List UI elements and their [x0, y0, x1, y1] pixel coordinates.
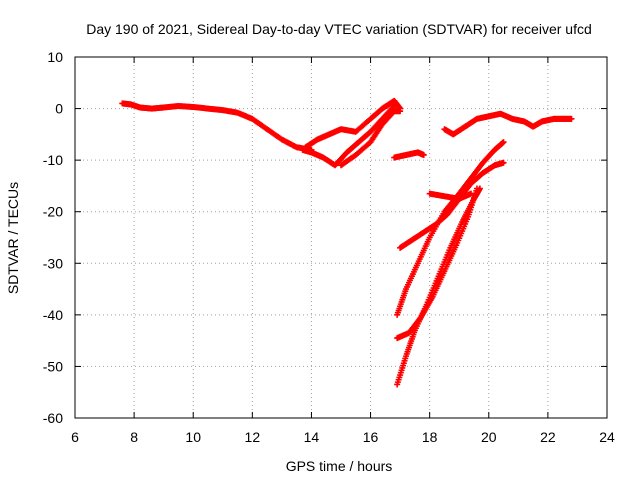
y-tick-label: -10: [43, 152, 63, 168]
y-tick-label: -60: [43, 410, 63, 426]
data-point: [390, 104, 397, 111]
data-point: [397, 108, 404, 115]
x-tick-label: 24: [599, 429, 615, 445]
data-point: [568, 115, 575, 122]
data-series: [119, 97, 575, 388]
x-tick-label: 8: [130, 429, 138, 445]
x-tick-label: 14: [304, 429, 320, 445]
chart-title: Day 190 of 2021, Sidereal Day-to-day VTE…: [86, 21, 592, 37]
series-track-11: [394, 185, 483, 388]
x-tick-label: 20: [481, 429, 497, 445]
data-point: [420, 151, 427, 158]
x-tick-label: 10: [185, 429, 201, 445]
series-track-3: [302, 97, 404, 151]
axis-ticks: 6 8 10 12 14 16 18 20 22 24 -60 -50 -40 -30 -20 -10 0 10: [43, 49, 615, 445]
series-track-6: [441, 110, 575, 138]
y-tick-label: -50: [43, 358, 63, 374]
x-tick-label: 18: [422, 429, 438, 445]
series-track-9: [426, 190, 475, 202]
y-tick-label: -20: [43, 204, 63, 220]
series-track-1: [119, 100, 315, 153]
y-tick-label: 10: [47, 49, 63, 65]
x-tick-label: 6: [71, 429, 79, 445]
y-axis-label: SDTVAR / TECUs: [5, 182, 21, 294]
x-tick-label: 22: [540, 429, 556, 445]
data-point: [500, 139, 507, 146]
y-tick-label: -30: [43, 255, 63, 271]
series-track-4: [338, 108, 404, 169]
y-tick-label: -40: [43, 307, 63, 323]
series-track-2: [299, 102, 398, 169]
x-tick-label: 12: [245, 429, 261, 445]
y-tick-label: 0: [55, 101, 63, 117]
plot-frame: [74, 56, 608, 419]
series-track-5: [391, 149, 427, 161]
x-axis-label: GPS time / hours: [286, 458, 393, 474]
data-point: [476, 185, 483, 192]
x-tick-label: 16: [363, 429, 379, 445]
data-point: [500, 159, 507, 166]
